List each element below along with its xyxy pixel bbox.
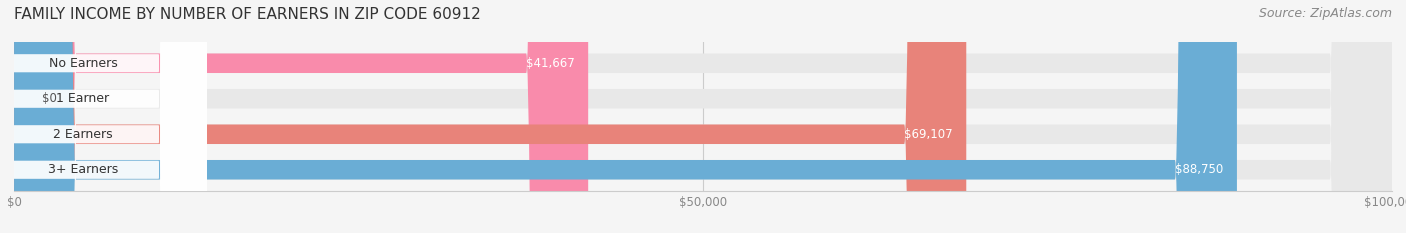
Text: No Earners: No Earners [49,57,117,70]
FancyBboxPatch shape [0,0,207,233]
Text: FAMILY INCOME BY NUMBER OF EARNERS IN ZIP CODE 60912: FAMILY INCOME BY NUMBER OF EARNERS IN ZI… [14,7,481,22]
Text: $69,107: $69,107 [904,128,952,141]
FancyBboxPatch shape [0,0,207,233]
FancyBboxPatch shape [14,0,588,233]
Text: 1 Earner: 1 Earner [56,92,110,105]
Text: $0: $0 [42,92,56,105]
FancyBboxPatch shape [14,0,1392,233]
Text: 3+ Earners: 3+ Earners [48,163,118,176]
FancyBboxPatch shape [0,0,207,233]
FancyBboxPatch shape [14,0,1237,233]
Text: Source: ZipAtlas.com: Source: ZipAtlas.com [1258,7,1392,20]
Text: $88,750: $88,750 [1175,163,1223,176]
Text: 2 Earners: 2 Earners [53,128,112,141]
FancyBboxPatch shape [14,0,1392,233]
FancyBboxPatch shape [14,0,1392,233]
FancyBboxPatch shape [0,0,207,233]
FancyBboxPatch shape [14,0,966,233]
FancyBboxPatch shape [14,0,1392,233]
Text: $41,667: $41,667 [526,57,575,70]
